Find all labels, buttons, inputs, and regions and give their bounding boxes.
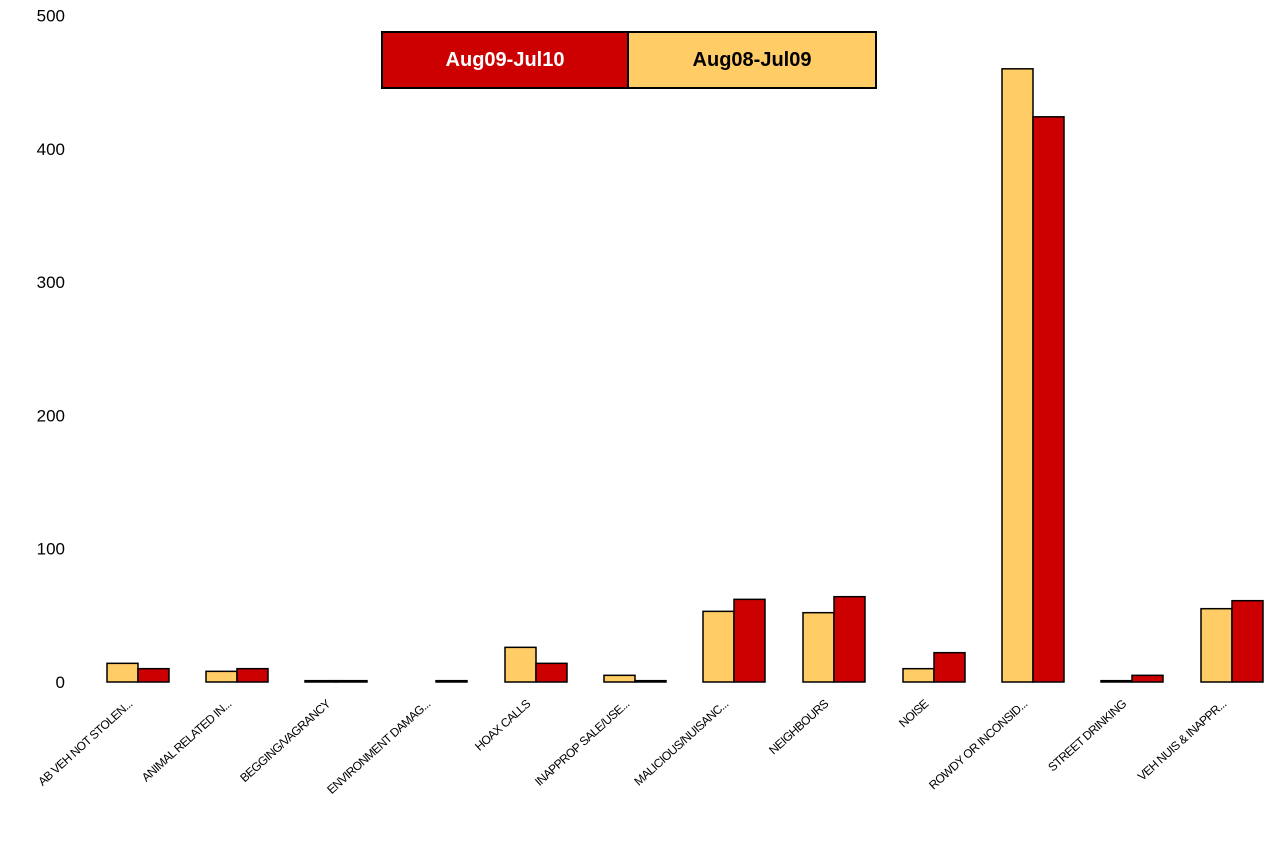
bar-aug08-jul09 (504, 646, 537, 683)
bar-aug09-jul10 (137, 667, 170, 683)
x-tick-label: AB VEH NOT STOLEN... (35, 697, 135, 789)
bar-aug08-jul09 (1200, 607, 1233, 683)
bar-aug09-jul10 (1032, 116, 1065, 683)
bar-aug09-jul10 (1131, 674, 1164, 683)
y-tick-label: 300 (37, 273, 65, 292)
y-tick-label: 0 (56, 673, 65, 692)
legend-item-aug09-jul10: Aug09-Jul10 (381, 31, 629, 89)
bar-aug08-jul09 (1100, 679, 1133, 683)
bar-aug08-jul09 (702, 610, 735, 683)
x-tick-label: STREET DRINKING (1045, 697, 1129, 775)
legend: Aug09-Jul10 Aug08-Jul09 (381, 31, 877, 89)
x-tick-label: HOAX CALLS (472, 696, 533, 753)
x-tick-label: ENVIRONMENT DAMAG... (324, 697, 433, 797)
bars (106, 68, 1264, 683)
bar-aug09-jul10 (933, 651, 966, 683)
bar-aug09-jul10 (335, 679, 368, 683)
bar-aug09-jul10 (833, 595, 866, 683)
bar-aug09-jul10 (236, 667, 269, 683)
bar-aug08-jul09 (902, 667, 935, 683)
x-tick-label: ANIMAL RELATED IN... (139, 697, 234, 785)
bar-aug09-jul10 (634, 679, 667, 683)
y-tick-label: 500 (37, 7, 65, 26)
bar-aug09-jul10 (535, 662, 568, 683)
x-tick-label: BEGGING/VAGRANCY (237, 696, 333, 785)
bar-aug08-jul09 (205, 670, 238, 683)
y-axis: 0 100 200 300 400 500 (37, 7, 65, 693)
x-tick-label: ROWDY OR INCONSID... (926, 697, 1030, 793)
x-tick-label: MALICIOUS/NUISANC... (631, 697, 731, 789)
x-axis-labels: AB VEH NOT STOLEN... ANIMAL RELATED IN...… (35, 696, 1229, 796)
bar-aug08-jul09 (304, 679, 337, 683)
bar-aug08-jul09 (106, 662, 139, 683)
legend-item-aug08-jul09: Aug08-Jul09 (629, 31, 877, 89)
bar-aug08-jul09 (1001, 68, 1034, 683)
bar-aug08-jul09 (603, 674, 636, 683)
bar-aug09-jul10 (435, 679, 468, 683)
y-tick-label: 200 (37, 406, 65, 425)
bar-aug09-jul10 (733, 598, 766, 683)
x-tick-label: INAPPROP SALE/USE... (532, 697, 632, 789)
bar-aug09-jul10 (1231, 599, 1264, 683)
bar-aug08-jul09 (802, 611, 835, 683)
y-tick-label: 100 (37, 540, 65, 559)
legend-label: Aug09-Jul10 (445, 48, 565, 71)
x-tick-label: NEIGHBOURS (766, 696, 831, 757)
legend-label: Aug08-Jul09 (692, 48, 812, 71)
x-tick-label: VEH NUIS & INAPPR... (1135, 697, 1229, 784)
y-tick-label: 400 (37, 140, 65, 159)
x-tick-label: NOISE (896, 696, 931, 730)
